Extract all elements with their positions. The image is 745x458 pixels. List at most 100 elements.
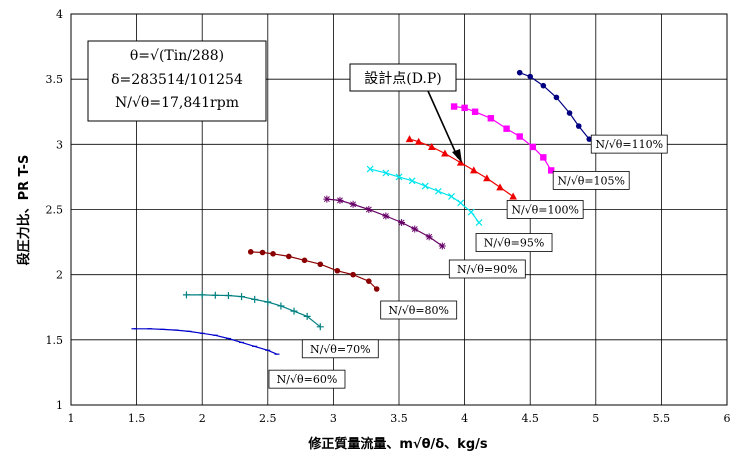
series-label: N/√θ=100% (511, 203, 579, 216)
series-label: N/√θ=105% (557, 174, 625, 187)
data-point (303, 312, 311, 320)
y-tick-label: 3 (56, 138, 63, 151)
data-point (259, 249, 266, 256)
design-point-arrowhead (452, 149, 462, 163)
x-tick-label: 2 (199, 412, 206, 425)
data-point (575, 123, 582, 129)
data-point (323, 195, 331, 203)
data-point (408, 177, 416, 185)
data-point (425, 233, 433, 241)
x-tick-label: 3 (330, 412, 337, 425)
series-label-box: N/√θ=80% (380, 300, 458, 320)
data-point (224, 292, 232, 300)
data-point (496, 183, 504, 191)
data-point (270, 251, 276, 257)
data-point (211, 291, 219, 299)
series-label: N/√θ=110% (595, 138, 663, 151)
data-point (450, 103, 458, 110)
data-point (264, 298, 272, 306)
data-point (586, 136, 593, 142)
data-point (540, 82, 547, 89)
data-point (428, 142, 436, 150)
data-point (251, 295, 259, 303)
series-105-pct (450, 103, 555, 174)
data-point (349, 200, 357, 208)
x-tick-label: 1.5 (128, 412, 146, 425)
data-point (438, 242, 446, 250)
series-label-box: N/√θ=90% (448, 259, 526, 279)
design-point-arrow (427, 90, 459, 159)
series-label-frame (475, 233, 553, 252)
data-point (316, 323, 324, 331)
series-label: N/√θ=60% (277, 373, 338, 386)
series-label: N/√θ=80% (388, 304, 449, 317)
data-point (285, 253, 292, 260)
series-label-frame (301, 339, 379, 359)
info-line-1: θ=√(Tin/288) (130, 48, 224, 64)
data-point (336, 196, 344, 204)
series-110-pct (516, 69, 593, 142)
x-tick-label: 5 (592, 412, 599, 425)
plot-frame (70, 13, 728, 406)
data-point (405, 135, 414, 143)
series-line (250, 251, 378, 290)
y-tick-label: 4 (56, 8, 63, 21)
data-point (566, 110, 573, 116)
data-point (509, 192, 517, 200)
series-60-pct (131, 328, 280, 355)
data-point (238, 293, 246, 301)
series-80-pct (247, 249, 380, 292)
y-tick-label: 3.5 (46, 73, 64, 86)
data-point (395, 173, 403, 181)
data-point (475, 219, 483, 226)
series-label-box: N/√θ=60% (268, 369, 346, 389)
series-label-frame (448, 259, 526, 279)
series-label-frame (380, 300, 458, 320)
data-point (487, 115, 495, 122)
data-point (461, 104, 468, 112)
y-tick-label: 2.5 (46, 204, 64, 217)
series-95-pct (366, 165, 483, 226)
series-line (369, 168, 480, 223)
series-label-frame (506, 200, 584, 219)
data-point (290, 307, 298, 315)
series-70-pct (182, 291, 324, 331)
series-label: N/√θ=70% (310, 343, 371, 356)
plot-border (70, 13, 728, 406)
y-axis-label: 段圧力比、PR T-S (16, 155, 32, 266)
tick-labels: 1 1.5 2 2.5 3 3.5 4 4.5 5 5.5 6 1 1.5 2 2.5 3 3.5 4 (46, 8, 731, 425)
y-tick-label: 1 (56, 399, 63, 412)
data-point (366, 278, 372, 284)
data-point (411, 225, 419, 233)
series-line (326, 198, 443, 247)
data-point (365, 206, 373, 213)
x-tick-label: 6 (724, 412, 731, 425)
data-point (373, 286, 380, 292)
data-point (434, 187, 442, 195)
data-point (483, 174, 491, 182)
series-90-pct (323, 195, 446, 250)
design-point-label: 設計点(D.P) (364, 71, 442, 87)
series-line (134, 328, 278, 355)
x-tick-label: 2.5 (259, 412, 277, 425)
info-line-2: δ=283514/101254 (111, 72, 243, 88)
data-point (503, 125, 510, 132)
series-label-box: N/√θ=105% (552, 170, 630, 190)
data-point (516, 133, 523, 140)
series-label-box: N/√θ=110% (590, 134, 668, 154)
data-point (547, 167, 555, 174)
data-point (441, 149, 449, 157)
data-point (467, 208, 475, 216)
series-label: N/√θ=90% (457, 263, 518, 276)
series-label-box: N/√θ=70% (301, 339, 379, 359)
series-100-pct (405, 135, 517, 200)
info-line-3: N/√θ=17,841rpm (115, 95, 239, 111)
data-point (448, 193, 455, 200)
data-point (421, 182, 429, 190)
series-label-frame (590, 134, 668, 154)
x-axis-label: 修正質量流量、m√θ/δ、kg/s (307, 436, 488, 452)
data-point (527, 73, 533, 80)
series-label-frame (268, 369, 346, 389)
data-point (350, 271, 356, 278)
data-point (317, 261, 324, 268)
